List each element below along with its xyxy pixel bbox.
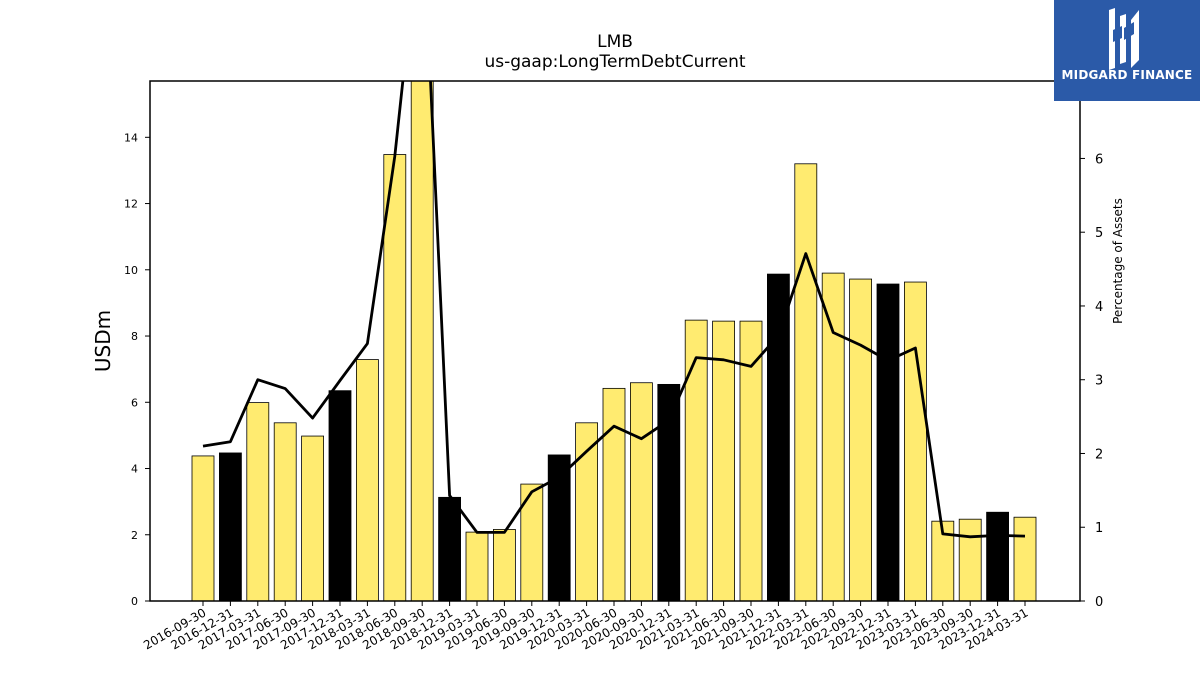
chart-subtitle: us-gaap:LongTermDebtCurrent bbox=[484, 52, 746, 72]
bar bbox=[383, 154, 407, 601]
bar bbox=[739, 320, 763, 601]
y2-tick-label: 2 bbox=[1095, 447, 1103, 462]
y-tick-label: 10 bbox=[124, 264, 138, 277]
bar bbox=[301, 435, 325, 601]
bar bbox=[355, 359, 379, 601]
y-tick-label: 14 bbox=[124, 131, 138, 144]
bar bbox=[575, 422, 598, 601]
bar bbox=[465, 531, 489, 601]
bar bbox=[794, 163, 818, 601]
bar bbox=[328, 390, 352, 601]
bar bbox=[438, 496, 462, 601]
chart-title: LMB bbox=[597, 32, 633, 52]
bar bbox=[876, 283, 900, 601]
bar bbox=[931, 520, 955, 601]
y-tick-label: 4 bbox=[131, 463, 138, 476]
bar bbox=[547, 454, 571, 601]
bar bbox=[492, 529, 516, 601]
y2-tick-label: 6 bbox=[1095, 152, 1103, 167]
bar bbox=[246, 402, 270, 601]
logo-text: MIDGARD FINANCE bbox=[1061, 68, 1193, 82]
bar bbox=[684, 319, 708, 601]
bar bbox=[767, 273, 790, 601]
bar bbox=[410, 81, 434, 601]
bar bbox=[273, 422, 297, 601]
y-tick-label: 12 bbox=[124, 198, 138, 211]
bar bbox=[657, 383, 681, 601]
bar bbox=[602, 387, 626, 601]
bar bbox=[849, 278, 872, 601]
y-axis-label: USDm bbox=[91, 310, 115, 372]
bar bbox=[958, 518, 982, 601]
y2-tick-label: 4 bbox=[1095, 300, 1103, 315]
bar bbox=[986, 511, 1009, 601]
y-tick-label: 6 bbox=[131, 396, 138, 409]
y-tick-label: 8 bbox=[131, 330, 138, 343]
percentage-line bbox=[202, 81, 1026, 539]
y2-tick-label: 1 bbox=[1095, 521, 1103, 536]
y2-axis-label: Percentage of Assets bbox=[1111, 198, 1125, 324]
bar bbox=[712, 320, 735, 601]
bar bbox=[904, 281, 927, 601]
plot-frame bbox=[149, 80, 1081, 602]
bar bbox=[218, 452, 242, 601]
y-tick-label: 2 bbox=[131, 529, 138, 542]
bar bbox=[191, 455, 215, 601]
bar bbox=[630, 382, 653, 601]
y2-tick-label: 0 bbox=[1095, 595, 1103, 610]
y2-tick-label: 3 bbox=[1095, 374, 1103, 389]
y2-tick-label: 5 bbox=[1095, 226, 1103, 241]
y-tick-label: 0 bbox=[131, 595, 138, 608]
bar bbox=[1013, 516, 1037, 601]
bar bbox=[821, 272, 845, 601]
logo-mark-icon bbox=[1109, 8, 1139, 70]
brand-logo: MIDGARD FINANCE bbox=[1054, 0, 1200, 101]
